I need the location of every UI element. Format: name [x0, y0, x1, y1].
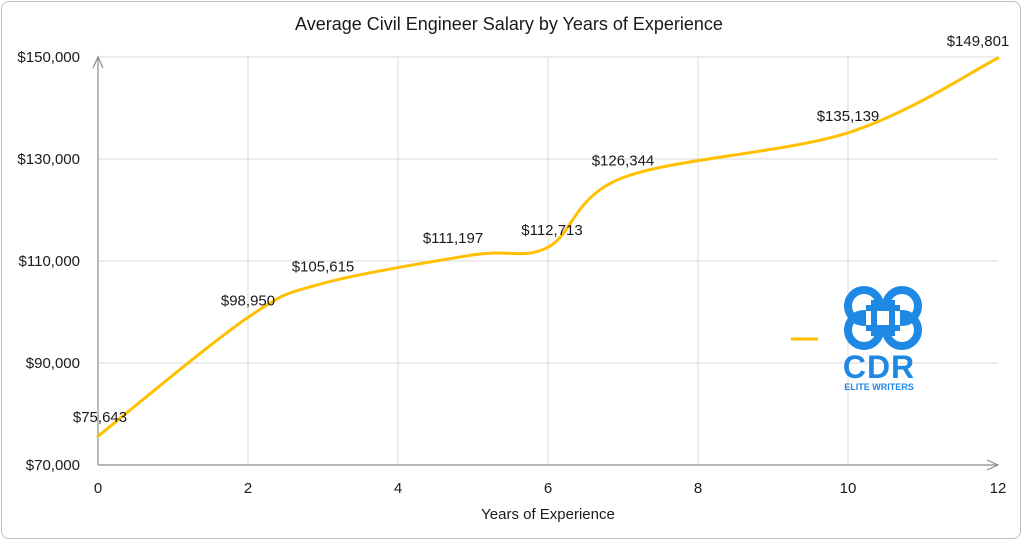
chart-title: Average Civil Engineer Salary by Years o… [295, 14, 723, 34]
data-labels: $75,643 $98,950 $105,615 $111,197 $112,713 $1… [73, 33, 1009, 426]
data-label: $105,615 [292, 258, 355, 275]
x-tick-label: 10 [840, 480, 857, 497]
salary-line [96, 56, 1000, 438]
cdr-logo-name: CDR [843, 349, 915, 385]
data-label: $75,643 [73, 409, 127, 426]
y-axis-arrow [92, 55, 104, 69]
tick-labels: 0 2 4 6 8 10 12 $70,000 $90,000 $110,000 $130,000 $… [17, 49, 1006, 497]
x-tick-label: 8 [694, 480, 702, 497]
cdr-logo-tagline: ELITE WRITERS [844, 382, 914, 392]
data-label: $135,139 [817, 108, 880, 125]
grid [98, 56, 998, 465]
data-label: $149,801 [947, 33, 1010, 50]
data-label: $111,197 [423, 230, 483, 247]
x-tick-label: 12 [990, 480, 1007, 497]
data-label: $112,713 [521, 222, 582, 239]
data-label: $126,344 [592, 153, 655, 170]
x-tick-label: 0 [94, 480, 102, 497]
cdr-logo: CDR ELITE WRITERS [843, 286, 922, 392]
y-tick-label: $90,000 [26, 355, 80, 372]
x-axis-label: Years of Experience [481, 506, 615, 523]
x-tick-label: 6 [544, 480, 552, 497]
y-tick-label: $70,000 [26, 457, 80, 474]
axes [92, 55, 1000, 471]
y-tick-label: $130,000 [17, 151, 80, 168]
y-tick-label: $110,000 [19, 253, 80, 270]
x-tick-label: 2 [244, 480, 252, 497]
data-label: $98,950 [221, 292, 275, 309]
x-tick-label: 4 [394, 480, 402, 497]
series [96, 56, 1000, 438]
x-axis-arrow [986, 459, 1000, 471]
y-tick-label: $150,000 [17, 49, 80, 66]
